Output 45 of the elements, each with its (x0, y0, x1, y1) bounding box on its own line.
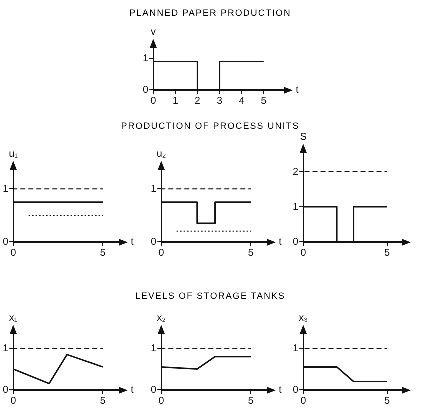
x-tick-label: 5 (248, 248, 254, 259)
x-tick-label: 0 (10, 396, 17, 407)
x-tick-label: 0 (158, 396, 165, 407)
x-tick-label: 0 (300, 396, 307, 407)
x-tick-label: 3 (217, 96, 223, 107)
y-tick-label: 1 (151, 184, 157, 195)
y-axis-title: x₁ (9, 312, 18, 324)
y-tick-label: 1 (3, 343, 9, 354)
x-tick-label: 5 (384, 248, 390, 259)
x-tick-label: 4 (239, 96, 246, 107)
y-tick-label: 1 (3, 184, 9, 195)
x-axis-title: t (279, 236, 282, 248)
x-axis-title: t (131, 384, 134, 396)
x-tick-label: 5 (100, 248, 106, 259)
x-axis-title: t (296, 84, 299, 96)
y-axis-title: u₂ (156, 148, 166, 160)
x-tick-label: 0 (300, 248, 307, 259)
chart-title: PRODUCTION OF PROCESS UNITS (120, 121, 301, 131)
x-tick-label: 0 (10, 248, 17, 259)
y-tick-label: 0 (151, 236, 157, 248)
y-tick-label: 0 (3, 236, 9, 248)
y-axis-title: x₂ (157, 312, 166, 324)
x-axis-title: t (131, 236, 134, 248)
y-axis-title: x₃ (299, 312, 308, 324)
y-tick-label: 2 (293, 166, 299, 178)
y-tick-label: 1 (293, 343, 299, 354)
x-tick-label: 0 (158, 248, 165, 259)
x-tick-label: 5 (261, 96, 268, 107)
chart-title: LEVELS OF STORAGE TANKS (134, 291, 287, 301)
y-axis-title: S (300, 132, 308, 143)
y-tick-label: 0 (151, 384, 157, 396)
x-tick-label: 5 (248, 396, 254, 407)
y-tick-label: 1 (151, 343, 157, 354)
y-axis-title: u₁ (9, 148, 19, 160)
y-tick-label: 1 (293, 202, 299, 213)
chart-title: PLANNED PAPER PRODUCTION (128, 8, 292, 18)
y-axis-title: v (151, 26, 156, 38)
x-axis-title: t (279, 384, 282, 396)
y-tick-label: 0 (293, 384, 299, 396)
x-tick-label: 5 (100, 396, 106, 407)
x-tick-label: 2 (194, 96, 201, 107)
y-tick-label: 0 (293, 236, 299, 248)
x-tick-label: 5 (384, 396, 390, 407)
x-tick-label: 1 (172, 96, 179, 107)
y-tick-label: 0 (3, 384, 9, 396)
